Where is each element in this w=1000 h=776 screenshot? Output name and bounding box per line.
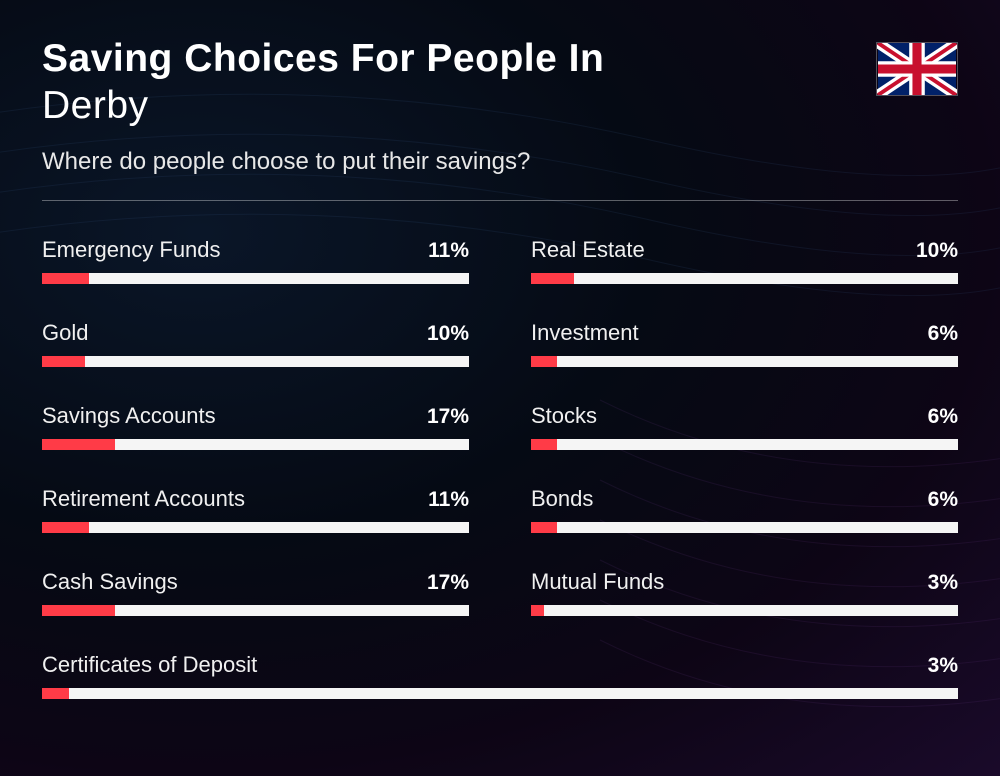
bar-track [42,522,469,533]
chart-item-value: 3% [928,654,958,678]
bar-fill [531,356,557,367]
chart-item-label: Mutual Funds [531,569,664,595]
bar-fill [42,688,69,699]
subtitle: Where do people choose to put their savi… [42,148,876,176]
chart-item-label: Cash Savings [42,569,178,595]
bar-fill [42,605,115,616]
chart-item-header: Cash Savings 17% [42,569,469,595]
chart-item-value: 10% [427,322,469,346]
chart-item-header: Certificates of Deposit 3% [42,652,958,678]
chart-item: Real Estate 10% [531,237,958,284]
chart-item: Emergency Funds 11% [42,237,469,284]
chart-item-value: 17% [427,571,469,595]
chart-item-header: Retirement Accounts 11% [42,486,469,512]
bar-track [42,605,469,616]
chart-item: Cash Savings 17% [42,569,469,616]
chart-item: Bonds 6% [531,486,958,533]
chart-item: Retirement Accounts 11% [42,486,469,533]
header: Saving Choices For People In Derby Where… [42,38,958,176]
title-line2: Derby [42,83,876,130]
chart-item-value: 10% [916,239,958,263]
chart-item-label: Bonds [531,486,593,512]
title-line1: Saving Choices For People In [42,38,876,81]
divider [42,200,958,201]
bar-fill [531,522,557,533]
bar-track [42,439,469,450]
uk-flag-icon [876,42,958,96]
bar-track [42,356,469,367]
chart-item-header: Gold 10% [42,320,469,346]
bar-track [531,522,958,533]
chart-item-label: Savings Accounts [42,403,216,429]
chart-item: Gold 10% [42,320,469,367]
chart-item-header: Savings Accounts 17% [42,403,469,429]
bar-track [42,273,469,284]
chart-item-value: 11% [428,239,469,263]
chart-item-header: Mutual Funds 3% [531,569,958,595]
chart-item-label: Stocks [531,403,597,429]
chart-item: Mutual Funds 3% [531,569,958,616]
chart-grid: Emergency Funds 11% Real Estate 10% Gold 10% I… [42,237,958,699]
chart-item: Certificates of Deposit 3% [42,652,958,699]
bar-fill [42,273,89,284]
chart-item-value: 6% [928,405,958,429]
chart-item-label: Investment [531,320,639,346]
bar-fill [531,439,557,450]
chart-item-header: Emergency Funds 11% [42,237,469,263]
bar-track [531,605,958,616]
bar-fill [42,439,115,450]
chart-item-value: 11% [428,488,469,512]
bar-fill [42,522,89,533]
chart-item: Stocks 6% [531,403,958,450]
chart-item: Investment 6% [531,320,958,367]
chart-item-header: Stocks 6% [531,403,958,429]
bar-fill [42,356,85,367]
chart-item-value: 17% [427,405,469,429]
chart-item-label: Real Estate [531,237,645,263]
chart-item-label: Gold [42,320,88,346]
chart-item-value: 3% [928,571,958,595]
bar-track [531,273,958,284]
chart-item-value: 6% [928,322,958,346]
chart-item-header: Real Estate 10% [531,237,958,263]
bar-fill [531,605,544,616]
chart-item-header: Investment 6% [531,320,958,346]
bar-track [42,688,958,699]
bar-fill [531,273,574,284]
chart-item-value: 6% [928,488,958,512]
bar-track [531,356,958,367]
bar-track [531,439,958,450]
chart-item-label: Emergency Funds [42,237,221,263]
chart-item-label: Certificates of Deposit [42,652,257,678]
chart-item: Savings Accounts 17% [42,403,469,450]
chart-item-label: Retirement Accounts [42,486,245,512]
chart-item-header: Bonds 6% [531,486,958,512]
